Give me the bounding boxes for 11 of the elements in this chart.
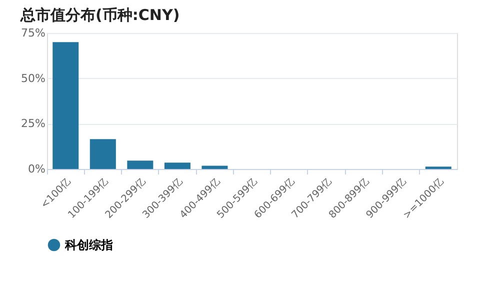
bar	[52, 42, 79, 169]
y-tick-label: 0%	[28, 162, 46, 176]
chart-title: 总市值分布(币种:CNY)	[20, 6, 180, 24]
y-tick-label: 50%	[21, 72, 46, 85]
bar	[202, 166, 228, 169]
y-tick-label: 25%	[21, 117, 46, 130]
y-tick-label: 75%	[21, 26, 46, 40]
bar	[90, 139, 116, 169]
bar	[127, 160, 154, 169]
legend-label: 科创综指	[64, 238, 113, 252]
bar	[164, 162, 190, 169]
